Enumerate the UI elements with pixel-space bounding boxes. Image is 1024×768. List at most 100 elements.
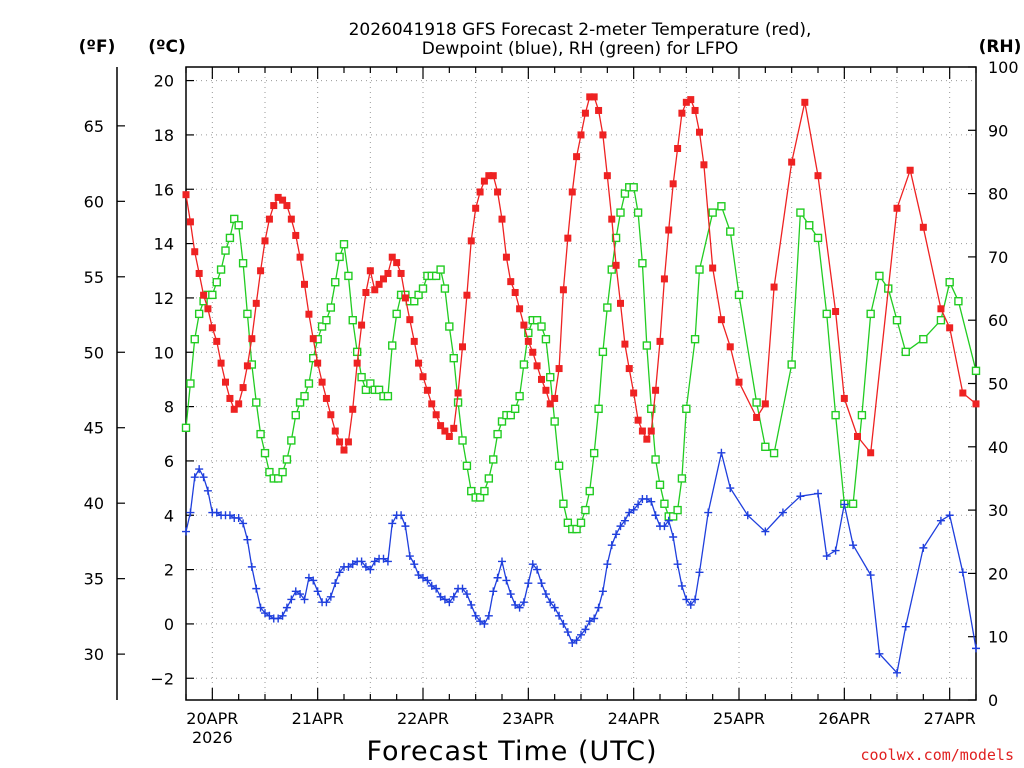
dewpoint-marker: [410, 560, 419, 569]
temperature-marker: [309, 335, 317, 343]
rh-marker: [344, 271, 353, 281]
dewpoint-marker: [322, 598, 331, 607]
temperature-marker: [972, 400, 980, 408]
rh-marker: [682, 404, 691, 414]
dewpoint-marker: [383, 557, 392, 566]
rh-marker: [537, 322, 546, 331]
rh-marker: [497, 417, 507, 426]
dewpoint-marker: [361, 562, 370, 571]
temperature-marker: [832, 308, 840, 316]
rh-tick-label: 80: [988, 185, 1008, 204]
temperature-marker: [533, 362, 541, 370]
dewpoint-marker: [313, 587, 322, 596]
dewpoint-marker: [195, 465, 204, 474]
dewpoint-marker: [822, 552, 831, 561]
temperature-marker: [608, 215, 616, 223]
temperature-marker: [959, 389, 967, 397]
dewpoint-marker: [449, 592, 458, 601]
dewpoint-marker: [203, 486, 212, 495]
temperature-marker: [700, 161, 708, 169]
rh-marker: [287, 436, 296, 445]
x-tick-label: 26APR: [818, 709, 870, 728]
temperature-marker: [656, 337, 664, 345]
dewpoint-marker: [506, 590, 515, 599]
dewpoint-marker: [423, 576, 432, 585]
rh-marker: [769, 448, 779, 458]
rh-marker: [291, 410, 300, 420]
rh-marker: [414, 290, 423, 300]
temperature-marker: [441, 427, 449, 435]
rh-marker: [190, 334, 199, 344]
x-tick-label: 21APR: [292, 709, 344, 728]
temperature-marker: [735, 378, 743, 386]
rh-marker: [352, 347, 362, 357]
temperature-marker: [296, 253, 304, 261]
temperature-marker: [248, 335, 256, 343]
rh-marker: [787, 360, 796, 369]
x-tick-label: 27APR: [924, 709, 976, 728]
dewpoint-marker: [274, 614, 283, 623]
temperature-marker: [599, 131, 607, 139]
dewpoint-marker: [309, 576, 318, 585]
dewpoint-marker: [480, 619, 489, 628]
dewpoint-marker: [256, 603, 265, 612]
rh-marker: [489, 455, 498, 464]
dewpoint-marker: [620, 516, 629, 525]
dewpoint-marker: [243, 535, 252, 544]
temperature-marker: [788, 158, 796, 166]
temperature-marker: [590, 93, 598, 101]
celsius-tick-label: 14: [154, 235, 174, 254]
celsius-tick-label: 2: [164, 561, 174, 580]
gridlines: [186, 67, 976, 700]
dewpoint-marker: [972, 644, 980, 653]
temperature-marker: [349, 405, 357, 413]
rh-marker: [243, 309, 252, 319]
dewpoint-marker: [519, 598, 528, 607]
rh-marker: [576, 518, 586, 527]
dewpoint-marker: [585, 617, 594, 626]
rh-marker: [273, 474, 283, 483]
chart-title-line2: Dewpoint (blue), RH (green) for LFPO: [422, 39, 738, 59]
temperature-marker: [445, 432, 453, 440]
dewpoint-marker: [669, 532, 678, 541]
dewpoint-marker: [225, 511, 234, 520]
temperature-marker: [542, 386, 550, 394]
rh-marker: [629, 183, 638, 192]
temperature-marker: [318, 378, 326, 386]
dewpoint-marker: [458, 584, 467, 593]
rh-marker: [475, 493, 485, 502]
rh-tick-label: 30: [988, 501, 1008, 520]
rh-marker: [695, 265, 704, 274]
rh-marker: [554, 461, 564, 470]
rh-marker: [480, 486, 489, 496]
rh-marker: [559, 499, 568, 508]
rh-series: [181, 183, 981, 534]
rh-marker: [388, 341, 397, 350]
temperature-marker: [222, 378, 229, 386]
axes: −2 0 2 4 6 8 10 12 14 16 18 20 30 35 40 45 50 55 60 65 0 10 20…: [84, 58, 1019, 747]
dewpoint-marker: [866, 571, 875, 580]
rh-marker: [519, 360, 529, 369]
celsius-tick-label: −2: [150, 669, 174, 688]
rh-marker: [866, 309, 875, 319]
rh-marker: [300, 391, 309, 401]
temperature-marker: [327, 411, 335, 419]
rh-marker: [221, 246, 230, 255]
temperature-marker: [634, 416, 642, 424]
dewpoint-marker: [265, 611, 274, 620]
temperature-marker: [217, 359, 225, 367]
temperature-marker: [384, 269, 392, 277]
dewpoint-marker: [598, 587, 607, 596]
temperature-marker: [617, 299, 624, 307]
rh-marker: [431, 271, 441, 281]
temperature-marker: [450, 424, 458, 432]
rh-marker: [761, 442, 770, 451]
rh-marker: [598, 347, 608, 357]
temperature-marker: [397, 269, 405, 277]
temperature-marker: [226, 394, 234, 402]
x-axis-title: Forecast Time (UTC): [366, 736, 657, 767]
rh-marker: [212, 278, 221, 287]
rh-tick-label: 40: [988, 438, 1008, 457]
temperature-marker: [555, 365, 563, 373]
temperature-marker: [919, 223, 927, 231]
